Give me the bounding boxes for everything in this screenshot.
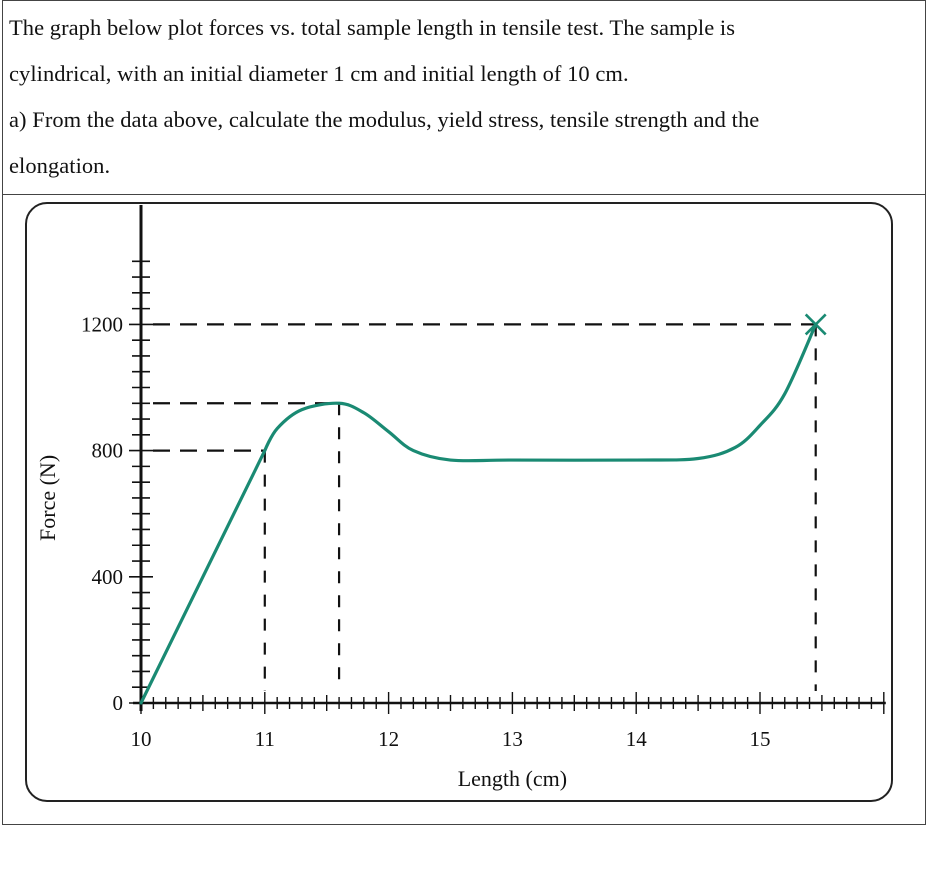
question-line-3: a) From the data above, calculate the mo… — [9, 107, 760, 132]
question-line-4: elongation. — [9, 153, 111, 178]
force-length-chart: 0 400 800 1200 10 11 12 13 14 15 Length (cm) Force … — [35, 205, 886, 791]
chart-area: 0 400 800 1200 10 11 12 13 14 15 Length (cm) Force … — [3, 195, 925, 826]
fracture-marker — [804, 313, 827, 336]
y-tick-label: 800 — [92, 439, 124, 463]
x-tick-label: 13 — [502, 727, 523, 751]
force-length-curve — [139, 322, 818, 705]
x-tick-label: 12 — [378, 727, 399, 751]
y-tick-label: 1200 — [81, 312, 123, 336]
chart-panel — [25, 202, 893, 802]
x-axis-title: Length (cm) — [458, 766, 567, 791]
y-tick-label: 400 — [92, 565, 124, 589]
y-tick-label: 0 — [113, 691, 124, 715]
x-tick-label: 11 — [255, 727, 275, 751]
y-axis-title: Force (N) — [35, 455, 60, 541]
x-tick-label: 14 — [626, 727, 648, 751]
question-frame: The graph below plot forces vs. total sa… — [2, 0, 926, 825]
question-text-block: The graph below plot forces vs. total sa… — [3, 1, 925, 195]
x-tick-label: 10 — [131, 727, 152, 751]
question-line-2: cylindrical, with an initial diameter 1 … — [9, 61, 629, 86]
x-tick-label: 15 — [750, 727, 771, 751]
question-line-1: The graph below plot forces vs. total sa… — [9, 15, 736, 40]
